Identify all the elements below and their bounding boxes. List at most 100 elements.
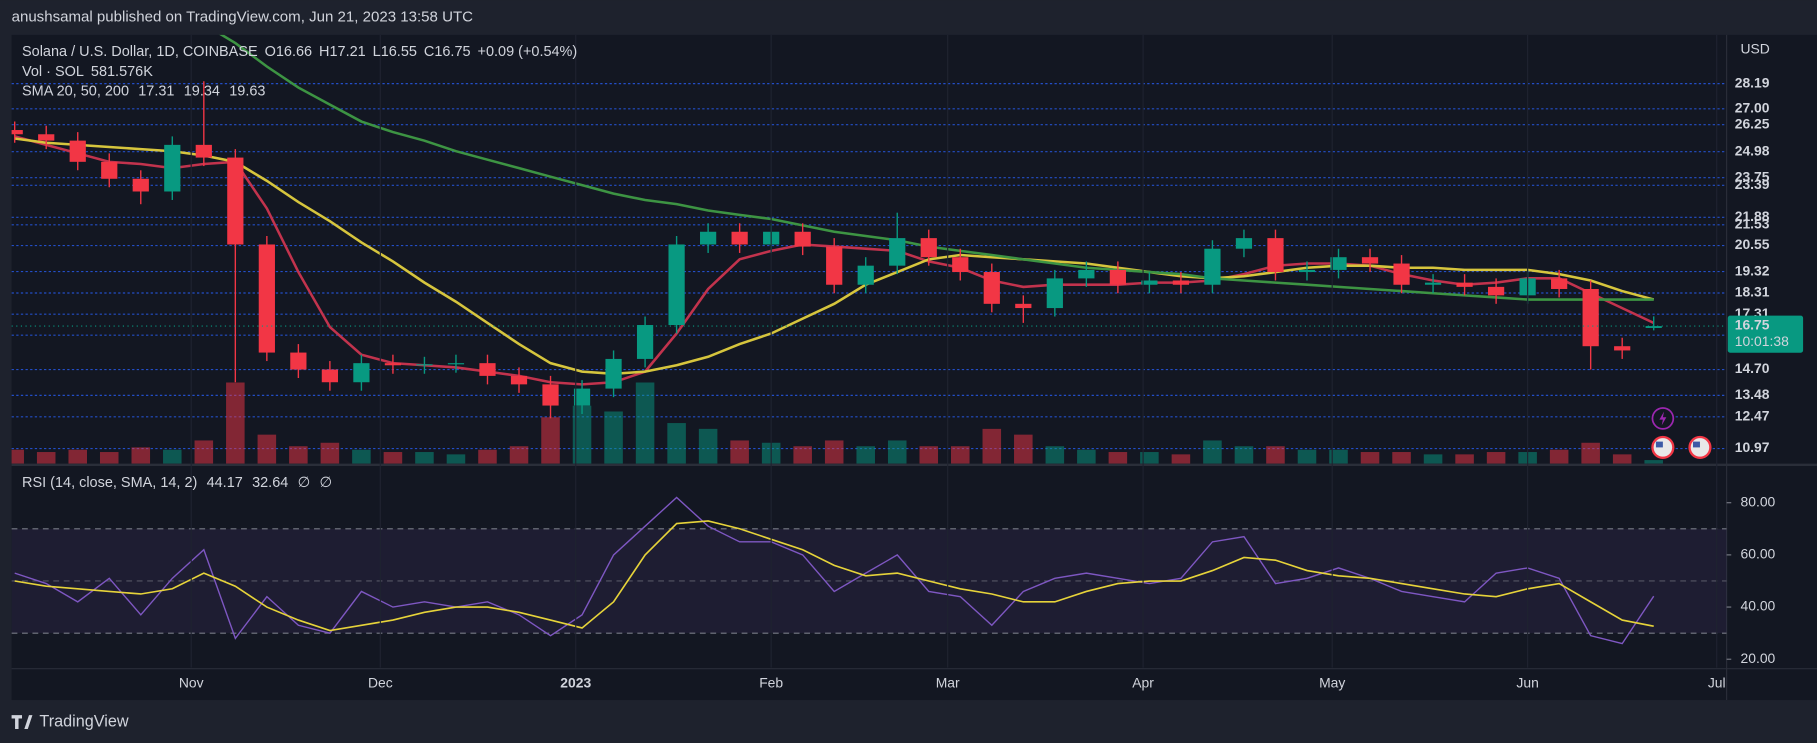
volume-bar (194, 440, 214, 464)
candle-body (857, 265, 874, 285)
x-tick-label: Mar (936, 674, 960, 690)
candle-body (479, 363, 496, 376)
y-tick-label: 13.48 (1735, 386, 1770, 402)
y-tick-label: 19.32 (1735, 262, 1770, 278)
y-tick-label: 28.19 (1735, 74, 1770, 90)
candle-body (983, 272, 1000, 304)
volume-bar (1014, 434, 1033, 464)
legend-text: 32.64 (252, 475, 288, 491)
candle-body (1645, 326, 1662, 328)
candle-body (38, 134, 55, 141)
legend-text: 581.576K (91, 64, 153, 80)
candle-body (1015, 303, 1032, 309)
legend-text: 16.66 (276, 44, 312, 60)
volume-bar (951, 446, 970, 464)
candle-body (1393, 263, 1410, 285)
volume-bar (1297, 449, 1317, 464)
volume-bar (793, 446, 812, 464)
legend-text: 17.31 (138, 83, 174, 99)
volume-bar (383, 452, 403, 464)
candle-body (1078, 269, 1095, 279)
candle-body (1330, 257, 1347, 270)
y-tick-label: 24.98 (1735, 142, 1770, 158)
rsi-tick-label: 60.00 (1741, 546, 1776, 562)
sma-line (14, 137, 1655, 376)
volume-bar (1423, 454, 1443, 464)
flag-icon-canton (1655, 441, 1663, 448)
candle-body (1204, 248, 1221, 285)
candle-body (542, 384, 559, 406)
y-tick-label: 12.47 (1735, 407, 1770, 423)
candle-body (69, 140, 86, 162)
y-tick-label: 10.97 (1735, 439, 1770, 455)
volume-bar (131, 447, 151, 464)
candle-body (1172, 280, 1190, 285)
candle-body (826, 246, 843, 285)
legend-text: 17.21 (329, 44, 365, 60)
candle-body (1487, 286, 1505, 296)
x-tick-label: May (1319, 674, 1345, 690)
volume-bar (887, 440, 907, 464)
volume-bar (1140, 452, 1159, 464)
legend-text: L (373, 44, 381, 60)
legend-text: +0.09 (+0.54%) (477, 44, 577, 60)
candle-body (353, 363, 370, 383)
volume-bar (1392, 452, 1411, 464)
volume-bar (1612, 454, 1632, 464)
volume-bar (1455, 454, 1474, 464)
y-tick-label: 14.70 (1735, 360, 1770, 376)
volume-bar (1108, 452, 1128, 464)
volume-bar (68, 449, 88, 464)
candle-body (889, 238, 906, 266)
y-tick-label: 21.88 (1735, 208, 1770, 224)
legend-text: H (319, 44, 329, 60)
main-pane (11, 34, 1727, 464)
y-tick-label: 21.53 (1735, 215, 1770, 231)
flag-icon-canton (1693, 441, 1700, 448)
candle-body (1298, 269, 1316, 273)
volume-bar (226, 382, 245, 464)
volume-bar (919, 446, 939, 464)
candle-body (258, 244, 275, 353)
candle-body (605, 358, 622, 389)
candle-body (952, 257, 969, 273)
volume-bar (11, 449, 24, 464)
y-tick-label: 27.00 (1735, 100, 1770, 116)
y-tick-label: 26.25 (1735, 115, 1770, 131)
legend-text: O (265, 44, 276, 60)
volume-bar (635, 382, 655, 464)
volume-bar (1203, 440, 1222, 464)
logo-mark (11, 715, 33, 729)
volume-bar (572, 405, 592, 464)
volume-bar (257, 434, 277, 464)
candle-body (195, 144, 212, 158)
legend-text: 44.17 (207, 475, 243, 491)
y-tick-label: 23.75 (1735, 168, 1770, 184)
volume-bar (415, 452, 434, 464)
event-icon-bolt (1659, 411, 1667, 426)
volume-bar (1360, 452, 1380, 464)
candle-body (920, 238, 937, 258)
rsi-pane (11, 496, 1727, 645)
volume-bar (982, 428, 1002, 464)
volume-bar (604, 411, 623, 464)
candle-body (1551, 278, 1568, 289)
volume-bar (698, 428, 718, 464)
y-tick-label: 23.39 (1735, 176, 1770, 192)
candle-body (1109, 269, 1126, 285)
candle-body (290, 352, 307, 370)
chart-area (11, 34, 1817, 701)
legend-text: SMA 20, 50, 200 (22, 83, 129, 99)
volume-bar (1549, 449, 1569, 464)
volume-bar (1045, 446, 1065, 464)
flag-icon (1651, 435, 1675, 459)
legend-text: Vol · SOL (22, 64, 84, 80)
candle-body (1267, 238, 1284, 273)
volume-bar (541, 417, 560, 464)
candle-body (1424, 282, 1442, 285)
legend-text: ∅ (298, 475, 311, 491)
volume-bar (36, 452, 56, 464)
x-tick-label: Nov (179, 674, 204, 690)
candle-body (1046, 278, 1063, 309)
